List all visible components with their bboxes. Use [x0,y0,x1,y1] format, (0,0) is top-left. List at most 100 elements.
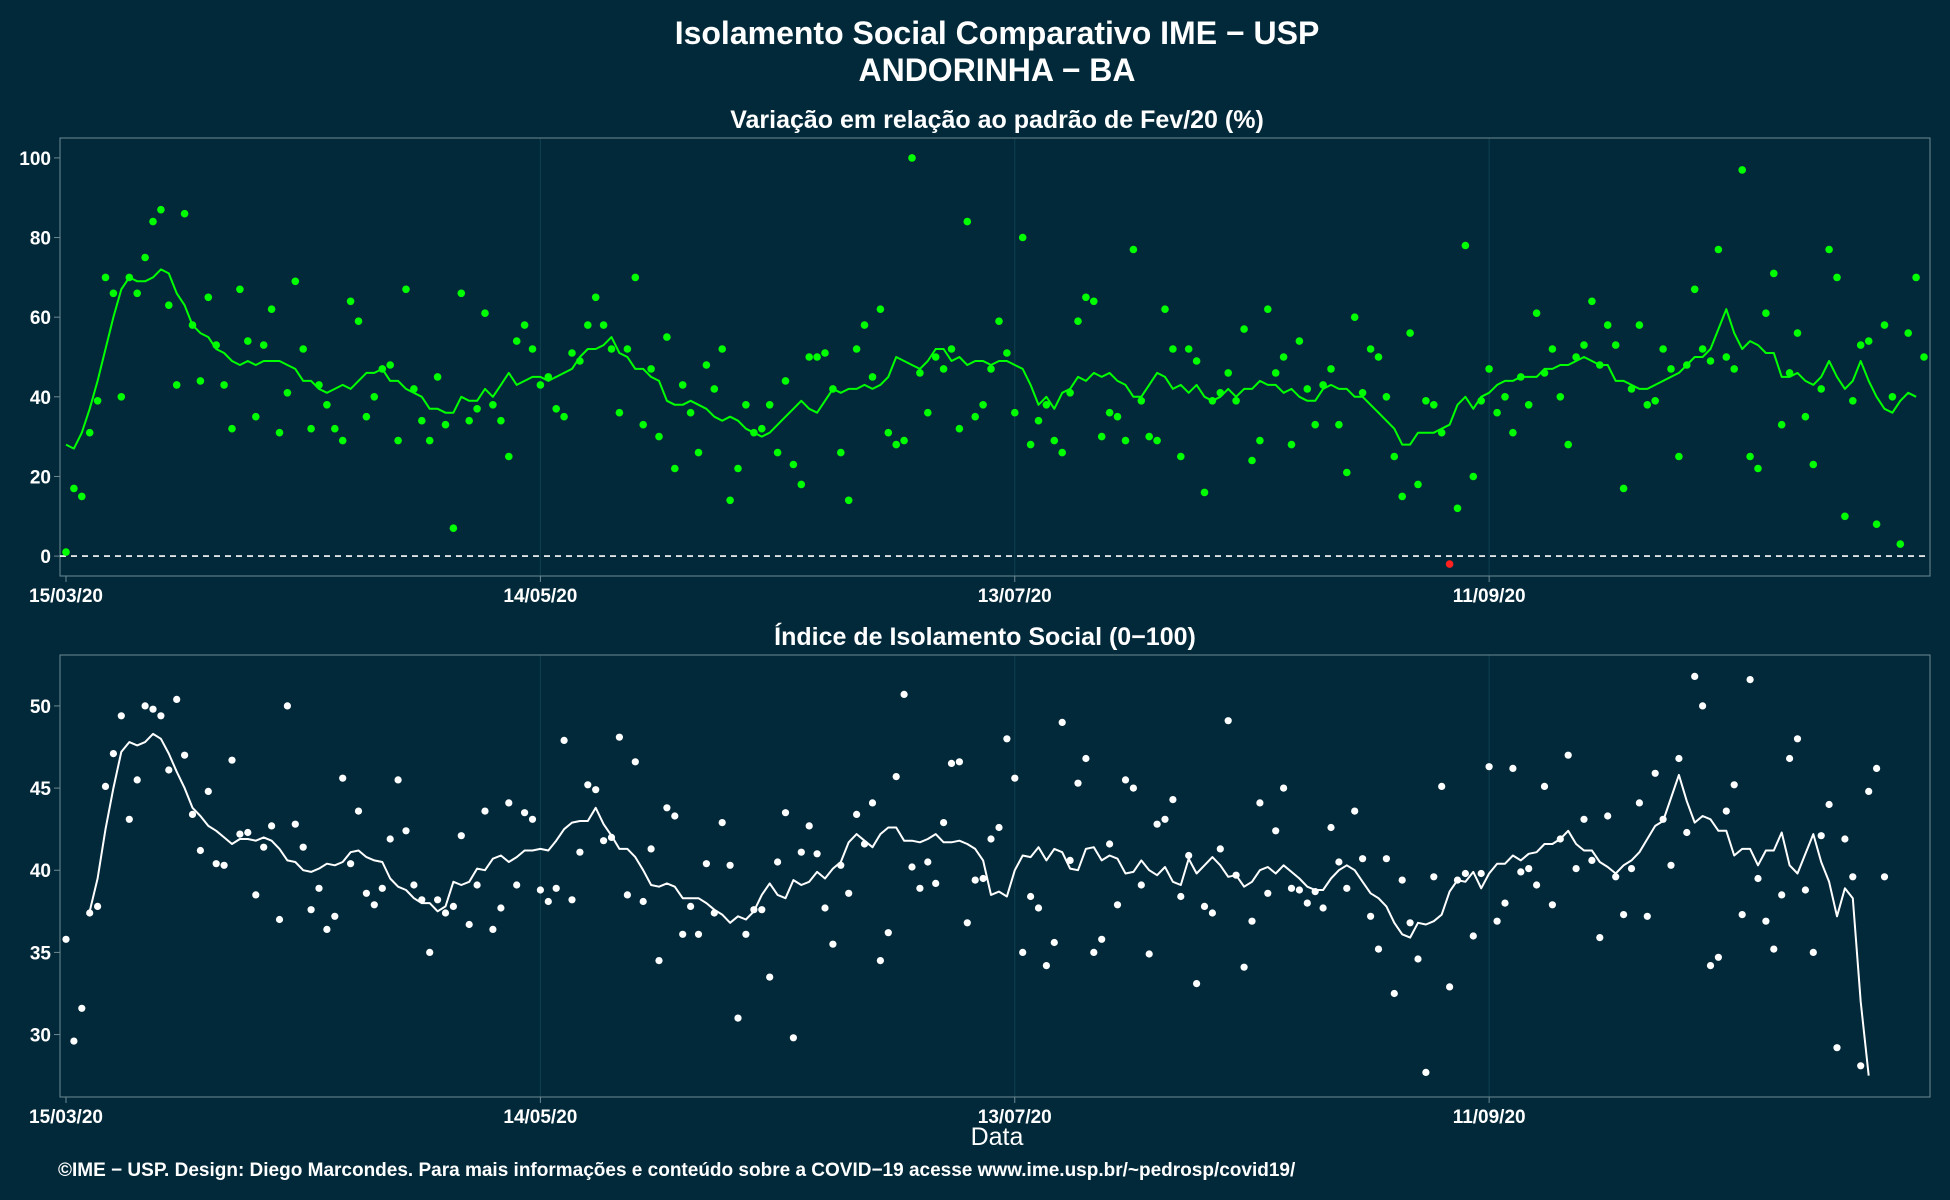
data-point [1904,329,1912,337]
data-point [805,822,813,830]
data-point [236,830,244,838]
data-point [1026,440,1035,449]
data-point [1477,869,1485,878]
data-point [789,1034,798,1042]
data-point [718,345,726,353]
data-point [283,389,292,397]
data-point [995,823,1003,832]
data-point [971,412,979,421]
data-point [1319,381,1327,389]
data-point [750,906,758,914]
data-point [1224,369,1232,377]
data-point [1864,337,1873,345]
data-point [1264,889,1272,897]
data-point [1351,807,1359,815]
data-point [1596,361,1604,369]
data-point [173,695,181,704]
data-point [655,432,663,441]
y-tick-label: 20 [30,467,51,488]
data-point [568,896,576,904]
data-point [1817,385,1825,393]
data-point [291,820,299,828]
data-point [1540,782,1549,791]
data-point [86,909,94,917]
y-tick-label: 50 [30,697,51,718]
data-point [987,835,995,843]
main-title: Isolamento Social Comparativo IME − USP [675,15,1320,51]
data-point [291,277,300,286]
data-point [133,289,141,298]
index-panel: 30 35 40 45 50 15/03/20 14/05/20 13/07/20 11/09/… [29,654,1931,1128]
data-point [1280,784,1288,792]
data-point [1129,245,1138,254]
data-point [853,810,861,819]
data-point [1841,512,1849,521]
data-point [852,345,861,353]
data-point [1398,876,1406,884]
data-point [259,341,268,349]
data-point [1216,389,1225,397]
data-point [1256,799,1264,807]
data-point [323,925,331,934]
data-point [892,773,900,781]
data-point [1627,865,1636,873]
data-point [528,345,537,353]
data-point [220,861,228,869]
x-tick-label: 15/03/20 [29,1107,103,1128]
data-point [536,886,545,894]
data-point [1588,856,1596,865]
data-point [876,305,885,314]
data-point [275,428,284,437]
data-point [813,353,821,361]
data-point [315,884,323,892]
data-point [971,876,979,884]
data-point [1438,782,1446,791]
data-point [228,756,236,764]
data-point [165,766,173,774]
data-point [750,428,758,437]
data-point [1667,861,1675,869]
data-point [544,373,553,381]
data-point [1746,676,1754,684]
data-point [378,365,387,373]
data-point [1177,892,1185,901]
data-point [1619,484,1628,493]
data-point [497,416,505,425]
data-point [212,341,220,349]
data-point [117,393,126,401]
data-point [1050,938,1058,947]
data-point [568,349,576,357]
data-point [1833,1044,1841,1052]
data-point [331,912,339,920]
data-point [1477,397,1485,405]
y-tick-label: 30 [30,1026,51,1047]
data-point [149,705,157,713]
data-point [1548,901,1556,909]
data-point [402,285,410,294]
data-point [1509,764,1517,773]
data-point [908,154,916,162]
data-point [307,906,315,914]
data-point [1430,401,1438,409]
data-point [1524,401,1533,409]
plot-frame [59,137,1931,577]
data-point [1699,702,1707,710]
data-point [236,285,244,294]
data-point [916,884,924,892]
data-point [1113,412,1122,421]
data-point [631,758,639,766]
data-point [220,381,228,389]
data-point [900,436,908,445]
data-point [1430,873,1438,881]
data-point [505,452,513,461]
data-point [1074,779,1082,787]
data-point [481,309,489,318]
data-point [362,412,371,421]
data-point [1034,416,1043,425]
data-point [1106,840,1114,848]
data-point [1659,345,1667,353]
data-point [402,827,410,835]
data-point [418,416,426,425]
data-point [141,253,149,262]
data-point [987,365,995,373]
